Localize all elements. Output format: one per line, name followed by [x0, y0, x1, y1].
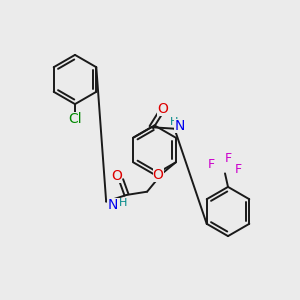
Text: H: H [118, 198, 127, 208]
Text: F: F [208, 158, 215, 171]
Text: H: H [169, 117, 178, 127]
Text: O: O [153, 168, 164, 182]
Text: N: N [108, 198, 118, 212]
Text: N: N [174, 119, 185, 133]
Text: F: F [235, 163, 242, 176]
Text: O: O [111, 169, 122, 183]
Text: O: O [157, 102, 168, 116]
Text: F: F [224, 152, 232, 165]
Text: Cl: Cl [68, 112, 82, 126]
